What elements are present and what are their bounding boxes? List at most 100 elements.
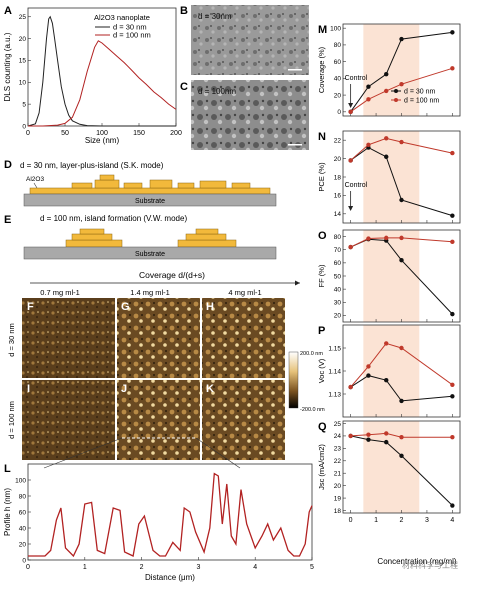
data-point [384,378,389,383]
panel-l-lines [28,472,313,558]
panel-label-b: B [180,5,188,17]
y-tick-label: 30 [334,300,342,307]
panel-label-h: H [206,301,214,313]
afm-image-i [22,380,115,460]
data-point [366,373,371,378]
data-point [450,66,455,71]
lines [348,341,455,404]
al2o3-label: Al2O3 [26,176,44,183]
control-label-m: Control [345,75,368,82]
x-tick-label: 3 [425,517,429,524]
legend-d100-m: d = 100 nm [404,98,439,105]
lines [348,235,455,317]
panel-label-n: N [318,131,326,143]
data-point [399,345,404,351]
panel-l: L 0 1 2 3 4 5 0 20 40 60 80 100 Distance (μm) Profi… [3,463,314,582]
data-point [366,97,371,102]
y-axis-label: PCE (%) [317,162,326,192]
y-tick-label: 80 [334,42,342,49]
data-point [384,341,389,346]
y-axis-label: Coverage (%) [317,46,326,93]
scale-bar-c [288,144,302,146]
y-tick-label: 15 [19,58,27,65]
panel-label-l: L [4,463,11,475]
panel-a-axes: 0 50 100 150 200 0 5 10 15 20 25 [19,14,182,137]
data-point [366,364,371,369]
panel-label-k: K [206,383,214,395]
x-tick-label: 0 [26,564,30,571]
data-point [399,398,404,404]
x-tick-label: 150 [133,130,145,137]
data-point [399,197,404,203]
data-point [450,311,455,317]
panel-a-legend-d100: d = 100 nm [113,31,151,40]
y-tick-label: 100 [330,25,341,32]
data-point [450,382,455,387]
panel-l-xlabel: Distance (μm) [145,573,195,582]
data-point [399,82,404,87]
substrate-label-d: Substrate [135,198,165,205]
y-tick-label: 0 [337,109,341,116]
data-point [384,431,389,436]
data-point [348,433,353,439]
afm-image-g [117,298,200,378]
data-point [384,235,389,241]
panel-label-e: E [4,214,11,226]
x-tick-label: 2 [400,517,404,524]
data-point [384,71,389,77]
y-tick-label: 18 [334,508,342,515]
afm-col-2: 1.4 mg ml-1 [130,288,170,297]
data-point [399,258,404,263]
panel-a-ylabel: DLS counting (a.u.) [3,32,12,101]
series-line [27,15,176,127]
lines [348,136,455,218]
panel-a-xlabel: Size (nm) [85,136,120,145]
afm-col-1: 0.7 mg ml-1 [40,288,80,297]
y-tick-label: 50 [334,273,342,280]
panel-p: P Voc (V) 1.13 1.14 1.15 [317,324,461,418]
lines [348,30,455,115]
y-tick-label: 20 [334,313,342,320]
panel-l-ylabel: Profile h (nm) [3,488,12,536]
y-axis-label: FF (%) [317,264,326,287]
highlight-band [363,421,420,513]
y-tick-label: 60 [19,509,27,516]
panel-a: A 0 50 100 150 200 0 5 10 15 20 25 Al2O3 nanoplate… [3,5,182,145]
lines [348,431,455,508]
x-tick-label: 50 [61,130,69,137]
data-point [399,139,404,145]
x-tick-label: 2 [140,564,144,571]
data-point [384,154,389,159]
y-tick-label: 20 [334,92,342,99]
panel-e: E d = 100 nm, island formation (V.W. mod… [4,214,277,260]
x-tick-label: 4 [450,517,454,524]
data-point [450,434,455,440]
control-label-n: Control [345,182,368,189]
axes: 14 16 18 20 22 [334,138,453,223]
x-tick-label: 0 [26,130,30,137]
y-tick-label: 25 [334,421,342,428]
afm-col-3: 4 mg ml-1 [228,288,261,297]
data-point [366,432,371,437]
panel-n: N PCE (%) 14 16 18 20 22 Control [317,130,461,224]
data-point [384,88,389,94]
panel-label-g: G [121,301,130,313]
y-tick-label: 1.13 [328,391,341,398]
y-tick-label: 0 [22,557,26,564]
panel-label-a: A [4,5,12,17]
y-tick-label: 24 [334,433,342,440]
data-point [399,235,404,241]
y-tick-label: 0 [22,123,26,130]
panel-label-f: F [27,301,34,313]
panel-a-frame [27,7,177,127]
panel-d: D d = 30 nm, layer-plus-island (S.K. mod… [4,159,277,207]
y-tick-label: 70 [334,247,342,254]
afm-image-j [117,380,200,460]
axes: 0 20 40 60 80 100 [330,25,453,116]
x-tick-label: 1 [83,564,87,571]
afm-row-2: d = 100 nm [7,401,16,439]
data-point [450,213,455,218]
sem-label-b: d = 30nm [198,12,232,21]
